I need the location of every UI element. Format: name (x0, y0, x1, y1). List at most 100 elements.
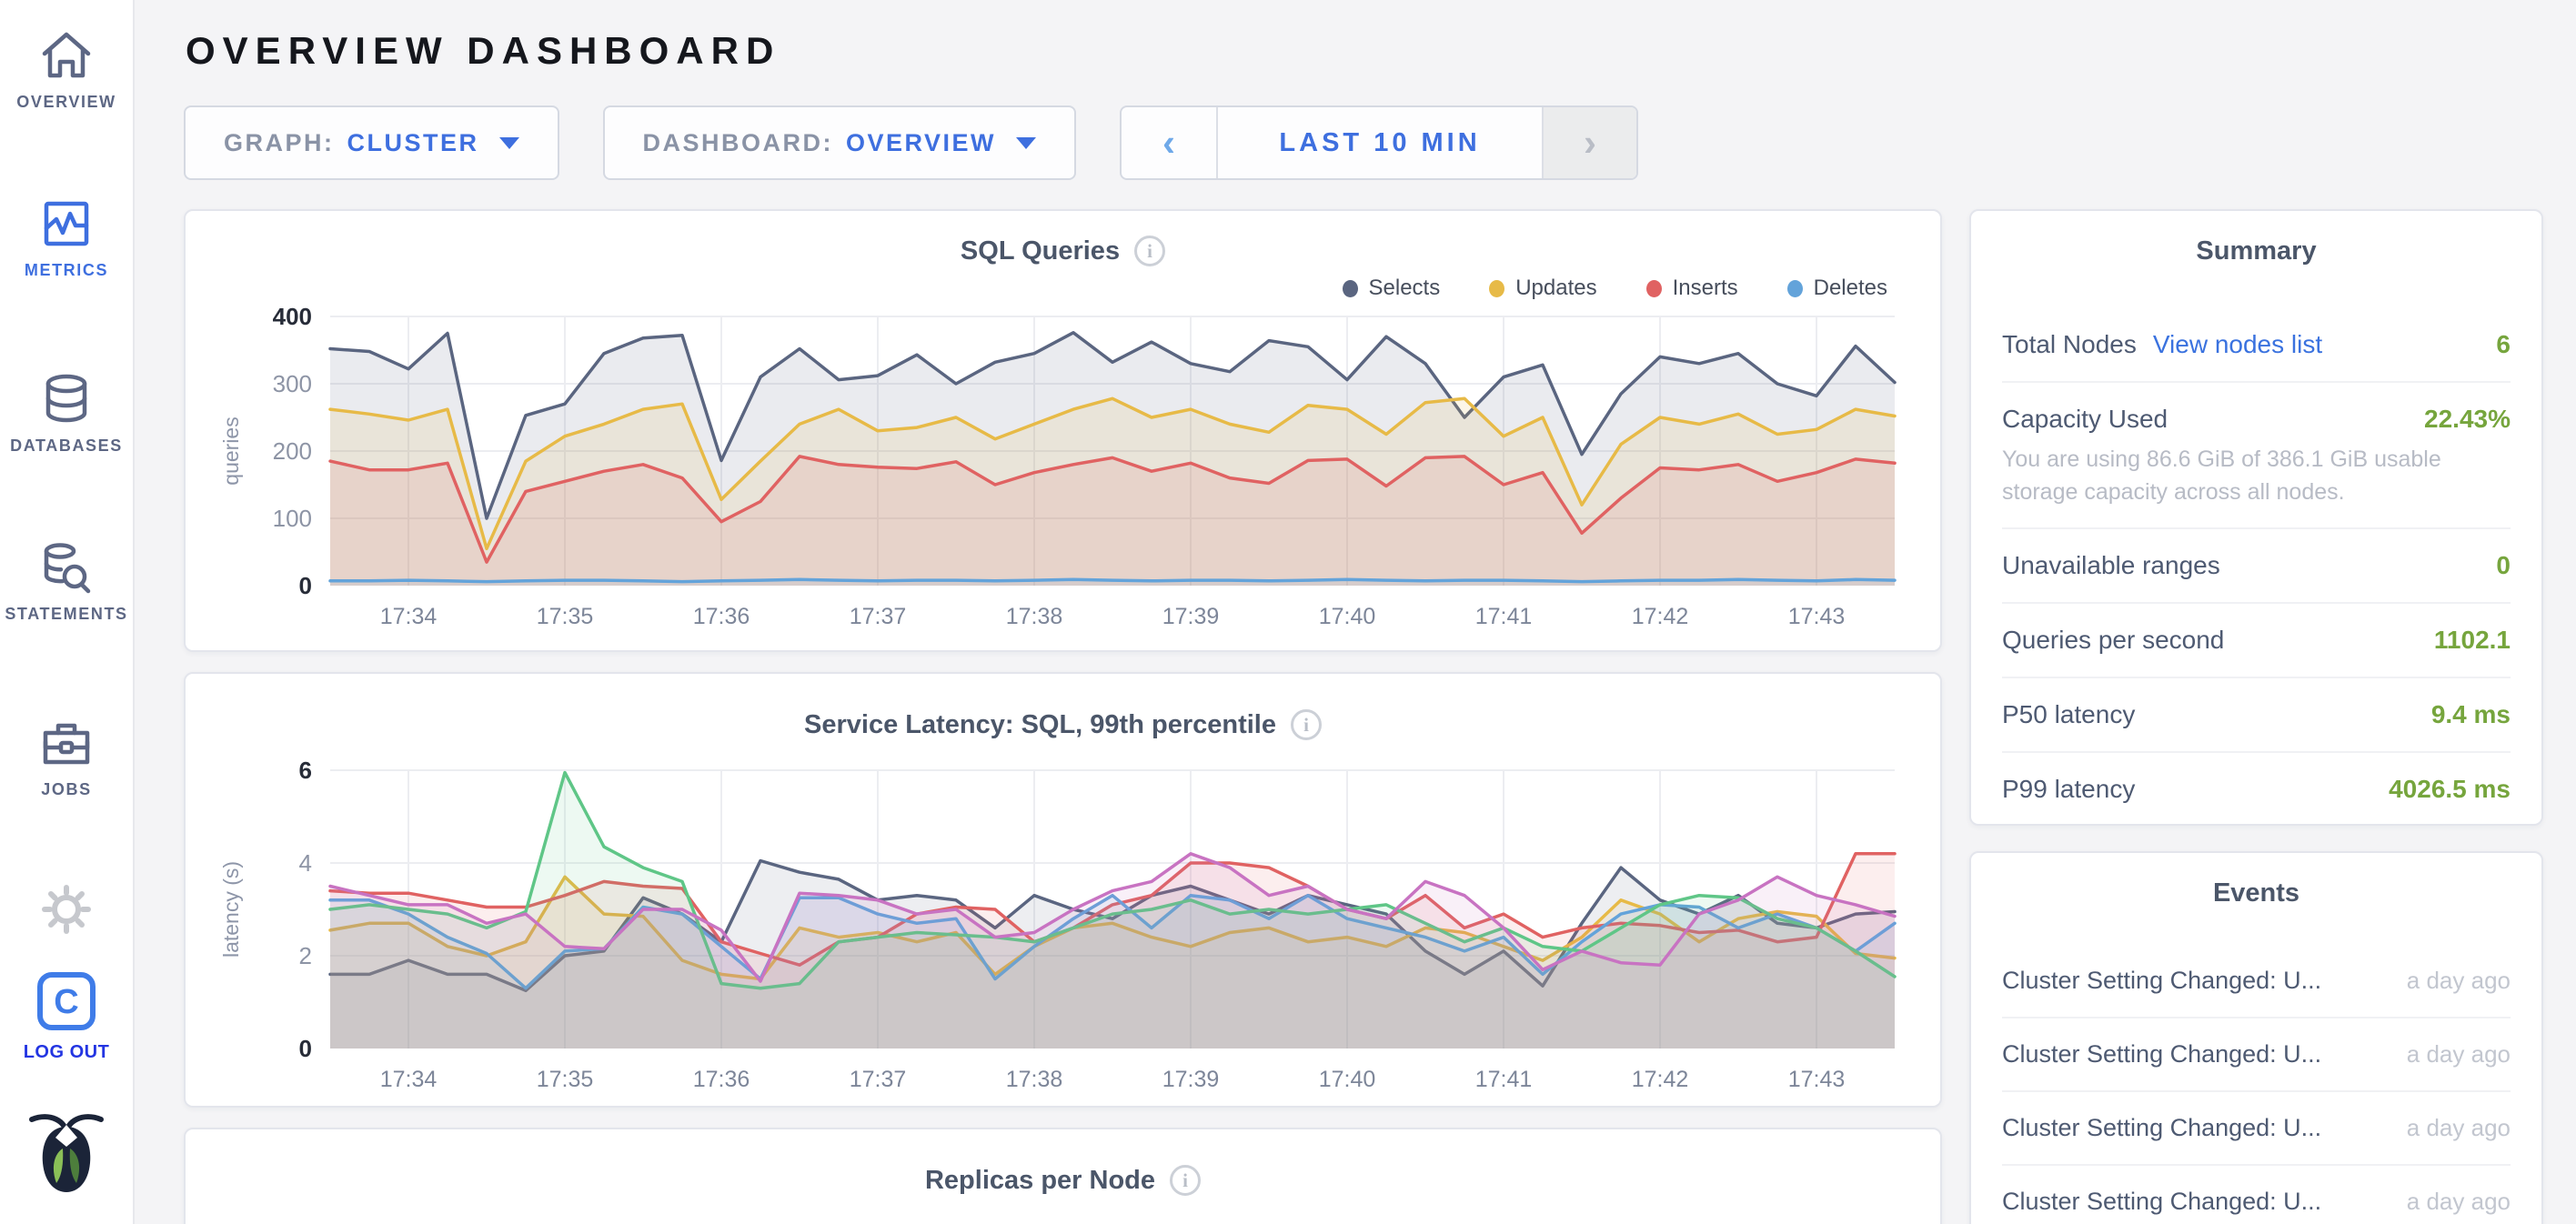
capacity-value: 22.43% (2424, 405, 2511, 433)
sql-queries-chart[interactable]: 17:34 17:35 17:36 17:37 17:38 17:39 17:40 17:41… (207, 304, 1922, 642)
main-content: OVERVIEW DASHBOARD GRAPH: CLUSTER DASHBO… (135, 0, 2576, 1224)
total-nodes-value: 6 (2496, 330, 2511, 358)
svg-text:17:35: 17:35 (537, 1067, 594, 1092)
time-next-button[interactable]: › (1542, 107, 1637, 178)
service-latency-card: Service Latency: SQL, 99th percentile i … (184, 672, 1942, 1108)
chart-title-sql-queries: SQL Queries (960, 236, 1121, 266)
svg-text:17:36: 17:36 (693, 604, 750, 629)
legend-item-deletes[interactable]: Deletes (1786, 276, 1887, 301)
svg-text:17:38: 17:38 (1006, 604, 1063, 629)
summary-row-capacity: Capacity Used 22.43% You are using 86.6 … (2002, 381, 2511, 527)
chevron-down-icon (498, 136, 519, 149)
page-title: OVERVIEW DASHBOARD (186, 29, 781, 72)
graph-dropdown-label: GRAPH: (224, 128, 335, 156)
dashboard-dropdown[interactable]: DASHBOARD: OVERVIEW (602, 105, 1077, 180)
event-row[interactable]: Cluster Setting Changed: U... a day ago (2002, 1090, 2511, 1164)
svg-text:C: C (54, 983, 78, 1021)
svg-text:17:39: 17:39 (1162, 604, 1220, 629)
event-row[interactable]: Cluster Setting Changed: U... a day ago (2002, 1164, 2511, 1224)
svg-text:17:40: 17:40 (1319, 1067, 1376, 1092)
sidebar-item-label: DATABASES (10, 436, 123, 455)
svg-text:2: 2 (299, 942, 312, 969)
logout-button[interactable]: C LOG OUT (24, 971, 110, 1063)
summary-row-unavailable-ranges: Unavailable ranges 0 (2002, 527, 2511, 602)
view-nodes-list-link[interactable]: View nodes list (2152, 330, 2323, 358)
home-icon (42, 32, 91, 78)
svg-text:17:41: 17:41 (1475, 1067, 1533, 1092)
svg-text:0: 0 (299, 1035, 312, 1062)
legend-dot-selects (1342, 279, 1358, 297)
summary-row-qps: Queries per second 1102.1 (2002, 601, 2511, 677)
time-range-button[interactable]: LAST 10 MIN (1218, 107, 1542, 178)
svg-text:17:42: 17:42 (1632, 1067, 1689, 1092)
sidebar-item-statements[interactable]: STATEMENTS (5, 539, 127, 624)
legend-dot-updates (1489, 279, 1505, 297)
summary-row-p99: P99 latency 4026.5 ms (2002, 750, 2511, 826)
right-column: Summary Total Nodes View nodes list 6 Ca… (1969, 209, 2543, 1224)
svg-text:17:43: 17:43 (1788, 604, 1846, 629)
svg-text:17:37: 17:37 (850, 604, 907, 629)
svg-text:400: 400 (273, 304, 312, 330)
logout-label: LOG OUT (23, 1042, 110, 1062)
event-row[interactable]: Cluster Setting Changed: U... a day ago (2002, 967, 2511, 994)
service-latency-chart[interactable]: 17:34 17:35 17:36 17:37 17:38 17:39 17:40 17:41… (207, 756, 1922, 1105)
svg-text:17:38: 17:38 (1006, 1067, 1063, 1092)
svg-text:17:43: 17:43 (1788, 1067, 1846, 1092)
svg-text:17:36: 17:36 (693, 1067, 750, 1092)
time-range-selector: ‹ LAST 10 MIN › (1120, 105, 1639, 180)
chart-title-service-latency: Service Latency: SQL, 99th percentile (804, 709, 1276, 739)
replicas-per-node-chart[interactable]: 1.6k (207, 1202, 1922, 1224)
chevron-left-icon: ‹ (1162, 121, 1176, 164)
sidebar-item-jobs[interactable]: JOBS (38, 715, 95, 799)
controls-bar: GRAPH: CLUSTER DASHBOARD: OVERVIEW ‹ LAS… (184, 105, 2543, 180)
sidebar: OVERVIEW METRICS DATABASES (0, 0, 135, 1224)
graph-dropdown[interactable]: GRAPH: CLUSTER (184, 105, 559, 180)
summary-panel: Summary Total Nodes View nodes list 6 Ca… (1969, 209, 2543, 826)
svg-text:queries: queries (219, 416, 243, 485)
events-heading: Events (2212, 878, 2300, 908)
info-icon[interactable]: i (1134, 236, 1166, 266)
summary-row-total-nodes: Total Nodes View nodes list 6 (2002, 303, 2511, 381)
sidebar-item-label: OVERVIEW (16, 93, 116, 111)
metrics-icon (44, 201, 89, 246)
time-prev-button[interactable]: ‹ (1122, 107, 1219, 178)
svg-text:1.6k: 1.6k (266, 1221, 312, 1224)
total-nodes-label: Total Nodes (2002, 330, 2137, 358)
svg-text:17:35: 17:35 (537, 604, 594, 629)
legend-item-inserts[interactable]: Inserts (1645, 276, 1738, 301)
legend-dot-deletes (1786, 279, 1803, 297)
info-icon[interactable]: i (1170, 1165, 1202, 1196)
svg-text:200: 200 (273, 437, 312, 465)
replicas-per-node-card: Replicas per Node i 1.6k (184, 1128, 1942, 1224)
event-row[interactable]: Cluster Setting Changed: U... a day ago (2002, 1017, 2511, 1090)
sidebar-item-databases[interactable]: DATABASES (10, 371, 123, 456)
chevron-down-icon (1016, 136, 1037, 149)
svg-text:17:41: 17:41 (1475, 604, 1533, 629)
legend-item-updates[interactable]: Updates (1489, 276, 1597, 301)
sql-queries-card: SQL Queries i Selects Updates Inserts (184, 209, 1942, 652)
info-icon[interactable]: i (1290, 709, 1322, 740)
gear-icon (42, 885, 91, 934)
svg-text:4: 4 (299, 849, 312, 877)
svg-text:17:42: 17:42 (1632, 604, 1689, 629)
svg-text:17:39: 17:39 (1162, 1067, 1220, 1092)
svg-text:300: 300 (273, 370, 312, 397)
svg-text:17:40: 17:40 (1319, 604, 1376, 629)
legend-item-selects[interactable]: Selects (1342, 276, 1440, 301)
sidebar-item-metrics[interactable]: METRICS (25, 196, 108, 280)
capacity-label: Capacity Used (2002, 405, 2168, 433)
sidebar-item-overview[interactable]: OVERVIEW (16, 27, 116, 112)
databases-icon (45, 374, 87, 423)
chart-title-replicas: Replicas per Node (924, 1165, 1156, 1195)
svg-text:0: 0 (299, 572, 312, 599)
legend-dot-inserts (1645, 279, 1662, 297)
time-range-label: LAST 10 MIN (1279, 127, 1481, 157)
svg-text:17:34: 17:34 (380, 1067, 438, 1092)
cockroach-logo[interactable] (26, 1110, 106, 1199)
svg-text:17:34: 17:34 (380, 604, 438, 629)
statements-icon (44, 543, 91, 594)
settings-button[interactable] (42, 885, 91, 938)
charts-column: SQL Queries i Selects Updates Inserts (184, 209, 1942, 1224)
sidebar-item-label: STATEMENTS (5, 605, 128, 623)
capacity-note: You are using 86.6 GiB of 386.1 GiB usab… (2002, 446, 2441, 506)
